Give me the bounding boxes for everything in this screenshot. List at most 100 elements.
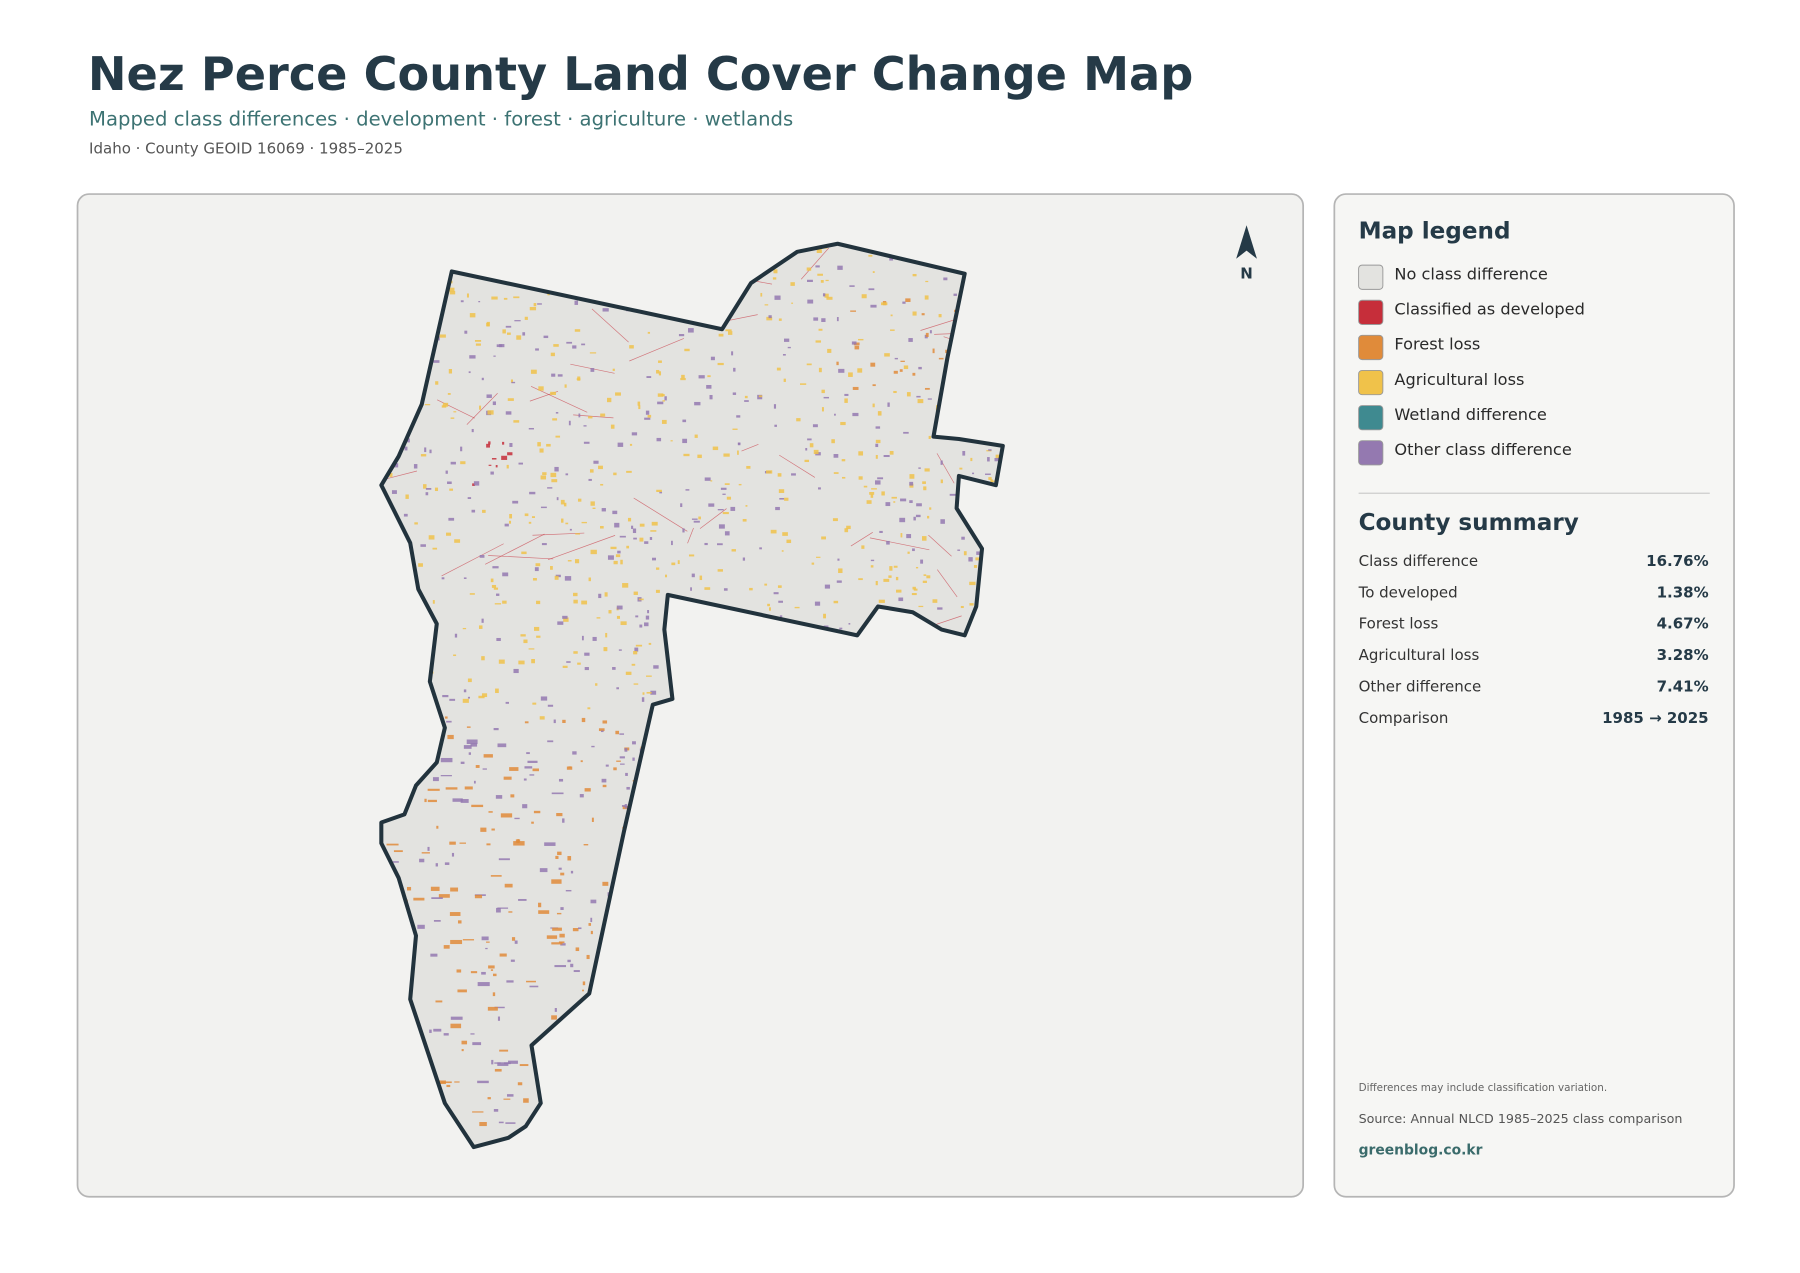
change-patch: [722, 493, 726, 495]
change-patch: [995, 454, 1001, 459]
change-patch: [821, 389, 825, 394]
change-patch: [485, 947, 488, 950]
change-patch: [460, 446, 463, 452]
change-patch: [567, 560, 572, 562]
source: Source: Annual NLCD 1985–2025 class comp…: [1359, 1111, 1683, 1126]
change-patch: [911, 593, 917, 596]
change-patch: [600, 413, 606, 417]
change-patch: [430, 953, 438, 957]
change-patch: [923, 574, 927, 576]
change-patch: [474, 340, 482, 342]
change-patch: [612, 667, 616, 670]
change-patch: [773, 404, 777, 409]
change-patch: [764, 304, 769, 306]
change-patch: [895, 576, 899, 581]
change-patch: [512, 500, 519, 504]
change-patch: [560, 943, 566, 946]
change-patch: [893, 565, 898, 568]
change-patch: [652, 557, 657, 561]
change-patch: [497, 1016, 501, 1021]
change-patch: [774, 295, 781, 300]
change-patch: [818, 328, 823, 331]
change-patch: [508, 911, 513, 913]
change-patch: [922, 580, 927, 583]
change-patch: [583, 844, 589, 846]
change-patch: [529, 985, 539, 988]
change-patch: [625, 671, 632, 675]
change-patch: [767, 603, 770, 607]
summary-label: Class difference: [1359, 552, 1479, 570]
change-patch: [574, 559, 580, 564]
change-patch: [840, 421, 846, 426]
change-patch: [872, 271, 875, 273]
change-patch: [957, 549, 961, 551]
change-patch: [445, 470, 448, 474]
change-patch: [565, 473, 569, 476]
change-patch: [450, 887, 459, 892]
summary-label: Forest loss: [1359, 615, 1439, 633]
change-patch: [568, 420, 571, 426]
change-patch: [505, 325, 512, 328]
change-patch: [505, 411, 512, 415]
change-patch: [854, 345, 860, 350]
change-patch: [633, 683, 639, 685]
change-patch: [639, 523, 645, 527]
change-patch: [722, 512, 729, 515]
change-patch: [821, 407, 824, 412]
change-patch: [540, 506, 547, 509]
change-patch: [900, 360, 905, 362]
change-patch: [745, 505, 748, 507]
change-patch: [495, 688, 499, 694]
change-patch: [532, 768, 539, 772]
change-patch: [590, 368, 595, 372]
change-patch: [710, 356, 715, 361]
change-patch: [562, 615, 568, 619]
change-patch: [454, 1081, 460, 1083]
change-patch: [578, 413, 581, 418]
change-patch: [581, 600, 588, 605]
change-patch: [627, 517, 632, 522]
change-patch: [821, 318, 826, 322]
change-patch: [431, 897, 443, 899]
change-patch: [479, 1122, 487, 1127]
change-patch: [913, 516, 916, 521]
change-patch: [744, 400, 749, 402]
change-patch: [562, 665, 568, 668]
legend-swatch: [1358, 440, 1384, 466]
change-patch: [670, 440, 673, 442]
change-patch: [554, 575, 559, 580]
change-patch: [794, 606, 800, 609]
change-patch: [518, 660, 525, 665]
change-patch: [392, 861, 399, 863]
change-patch: [519, 1064, 529, 1067]
change-patch: [480, 827, 487, 832]
change-patch: [473, 780, 476, 784]
change-patch: [661, 419, 667, 424]
change-patch: [900, 498, 907, 502]
change-patch: [442, 694, 449, 698]
change-patch: [656, 567, 660, 570]
change-patch: [595, 683, 598, 686]
change-patch: [874, 480, 881, 485]
change-patch: [691, 573, 695, 578]
change-patch: [551, 373, 556, 377]
change-patch: [424, 798, 427, 803]
change-patch: [584, 667, 589, 671]
change-patch: [503, 1062, 511, 1065]
change-patch: [925, 332, 929, 337]
change-patch: [493, 587, 499, 590]
change-patch: [812, 424, 818, 428]
change-patch: [535, 563, 541, 567]
summary-label: Agricultural loss: [1359, 646, 1480, 664]
change-patch: [920, 559, 924, 564]
change-patch: [394, 463, 399, 468]
change-patch: [481, 971, 486, 975]
change-patch: [492, 566, 499, 569]
change-patch: [547, 704, 554, 707]
change-patch: [791, 473, 796, 476]
change-patch: [460, 799, 469, 803]
change-patch: [450, 461, 456, 465]
change-patch: [463, 689, 467, 693]
change-patch: [573, 599, 578, 604]
change-patch: [510, 379, 514, 383]
